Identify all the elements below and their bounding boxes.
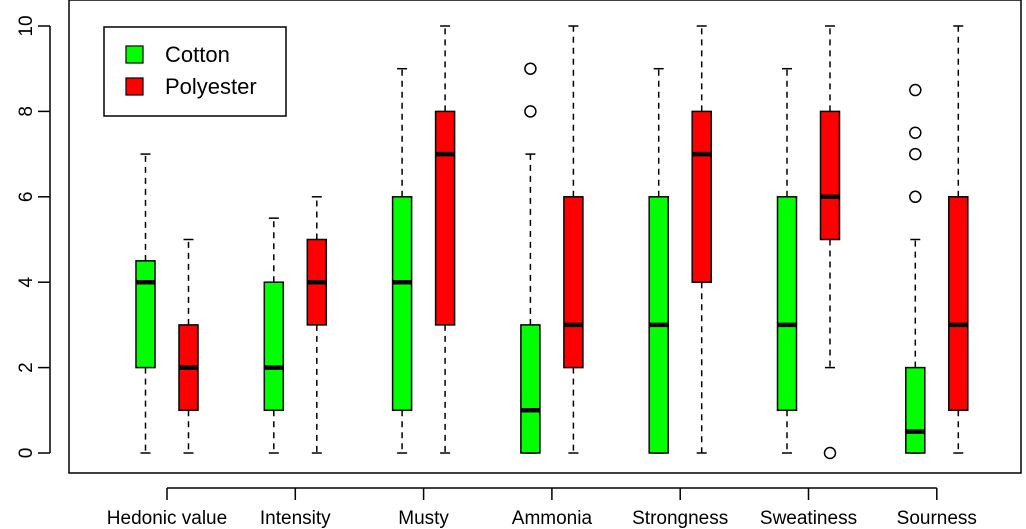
y-tick-label: 0 — [16, 448, 37, 459]
box-polyester-2 — [434, 25, 456, 454]
box-cotton-0 — [135, 153, 156, 454]
y-tick-label: 4 — [16, 276, 37, 287]
iqr-box — [563, 196, 584, 369]
x-tick-label: Sourness — [897, 508, 977, 529]
y-tick-label: 2 — [16, 362, 37, 373]
outlier-point — [524, 105, 537, 118]
iqr-box — [948, 196, 969, 412]
iqr-box — [135, 260, 156, 369]
x-tick-label: Sweatiness — [760, 508, 857, 529]
outlier-point — [909, 126, 922, 139]
legend-swatch-cotton — [125, 45, 144, 64]
boxes — [135, 25, 969, 460]
iqr-box — [819, 110, 841, 241]
x-tick-label: Musty — [398, 508, 449, 529]
iqr-box — [776, 196, 798, 412]
legend-box — [103, 26, 287, 117]
x-tick-label: Hedonic value — [107, 508, 227, 529]
box-polyester-1 — [306, 196, 328, 454]
x-tick-label: Ammonia — [512, 508, 593, 529]
box-cotton-5 — [776, 67, 798, 454]
legend-label-cotton: Cotton — [165, 42, 230, 67]
box-polyester-4 — [691, 25, 712, 454]
iqr-box — [905, 366, 926, 454]
outlier-point — [524, 62, 537, 75]
legend-label-polyester: Polyester — [165, 74, 257, 99]
iqr-box — [520, 324, 541, 454]
legend: Cotton Polyester — [103, 26, 287, 117]
legend-swatch-polyester — [125, 77, 144, 96]
box-polyester-5 — [819, 25, 841, 460]
iqr-box — [434, 110, 456, 326]
box-cotton-2 — [391, 67, 413, 454]
outlier-point — [909, 83, 922, 97]
box-cotton-1 — [263, 217, 285, 454]
plot-frame — [68, 0, 1022, 474]
x-tick-label: Strongness — [632, 508, 728, 529]
iqr-box — [391, 196, 413, 412]
outlier-point — [823, 446, 837, 460]
box-cotton-4 — [648, 67, 669, 454]
y-tick-label: 10 — [16, 15, 37, 36]
x-axis: Hedonic value Intensity Musty Ammonia Strong… — [107, 487, 977, 529]
iqr-box — [691, 110, 712, 283]
y-tick-label: 6 — [16, 192, 37, 203]
box-cotton-6 — [905, 83, 926, 454]
y-tick-label: 8 — [16, 106, 37, 117]
iqr-box — [263, 281, 285, 412]
outlier-point — [909, 190, 922, 204]
box-cotton-3 — [520, 62, 541, 454]
box-polyester-3 — [563, 25, 584, 454]
box-polyester-0 — [178, 238, 199, 454]
box-polyester-6 — [948, 25, 969, 454]
x-tick-label: Intensity — [260, 508, 331, 529]
y-axis: 0 2 4 6 8 10 — [16, 15, 51, 459]
outlier-point — [909, 147, 922, 161]
